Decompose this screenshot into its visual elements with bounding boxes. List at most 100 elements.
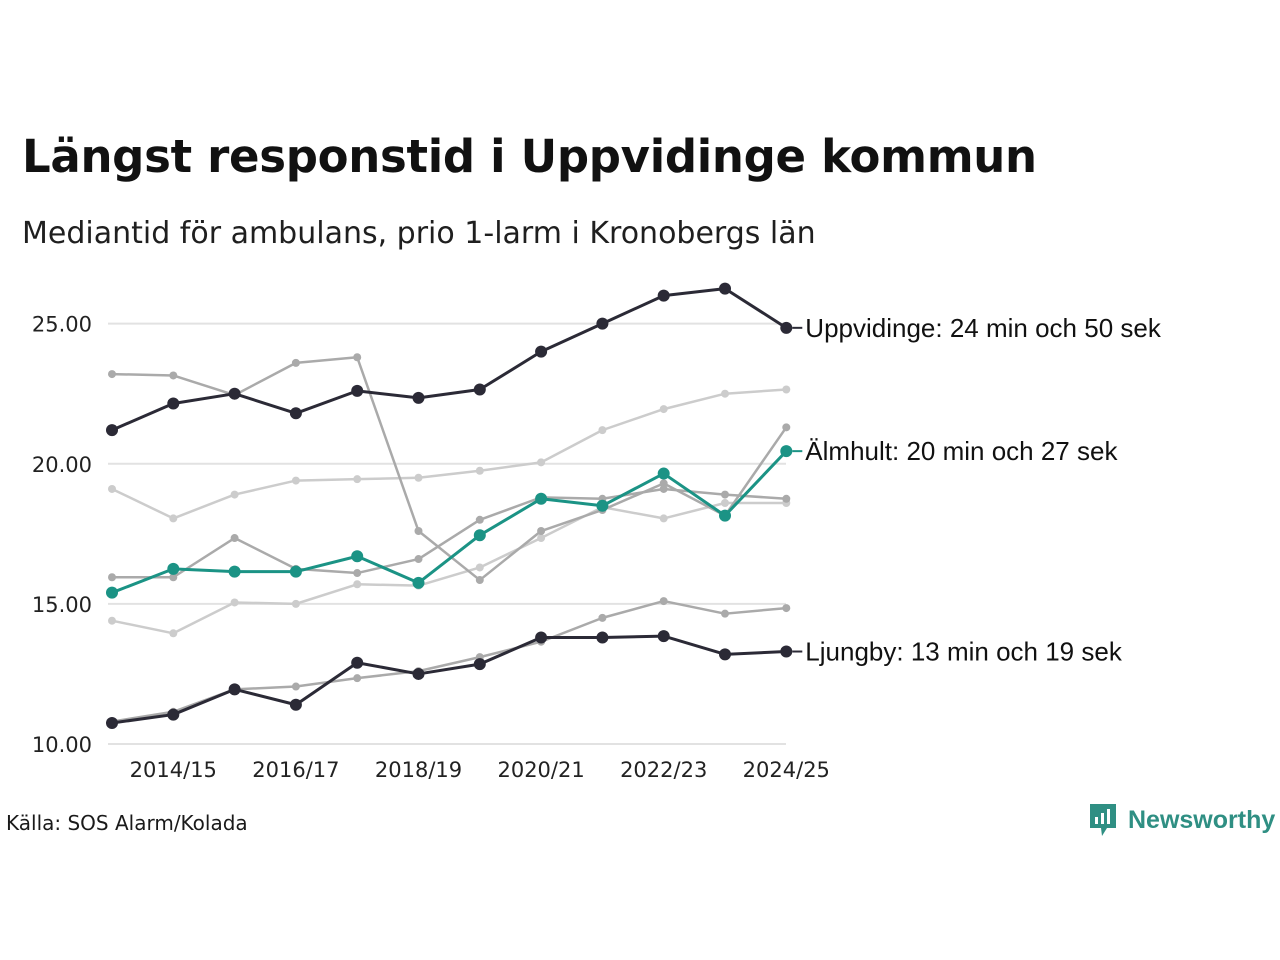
- series-alvesta: [108, 597, 791, 726]
- series-line: [111, 450, 788, 595]
- data-point: [537, 534, 546, 543]
- data-point: [657, 289, 670, 302]
- data-point: [475, 563, 484, 572]
- data-point: [659, 405, 668, 414]
- data-point: [782, 494, 791, 503]
- newsworthy-brand: Newsworthy: [1088, 802, 1275, 838]
- data-point: [169, 573, 178, 582]
- data-point: [473, 658, 486, 671]
- data-point: [719, 648, 731, 661]
- data-point: [596, 499, 609, 512]
- data-point: [106, 424, 118, 437]
- data-point: [228, 387, 241, 400]
- data-point: [169, 371, 178, 380]
- data-point: [230, 490, 239, 499]
- data-point: [721, 490, 729, 499]
- data-point: [719, 509, 731, 522]
- data-point: [353, 353, 362, 362]
- data-point: [598, 613, 607, 622]
- data-point: [473, 383, 486, 396]
- data-point: [475, 576, 484, 585]
- x-tick-label: 2024/25: [743, 758, 830, 782]
- series-uppvidinge: [106, 282, 793, 437]
- data-point: [230, 534, 239, 543]
- data-point: [351, 384, 364, 397]
- x-tick-label: 2016/17: [252, 758, 339, 782]
- data-point: [596, 631, 609, 644]
- series-line: [111, 501, 787, 635]
- data-point: [289, 698, 302, 711]
- data-point: [657, 467, 670, 480]
- data-point: [780, 321, 793, 334]
- y-tick-label: 15.00: [32, 593, 92, 617]
- data-point: [108, 370, 116, 379]
- data-point: [351, 656, 364, 669]
- newsworthy-logo-icon: [1090, 804, 1116, 836]
- data-point: [721, 389, 729, 398]
- data-point: [473, 529, 486, 542]
- series-label: Ljungby: 13 min och 19 sek: [805, 637, 1123, 667]
- data-point: [412, 576, 425, 589]
- data-point: [353, 580, 362, 589]
- chart-subtitle: Mediantid för ambulans, prio 1-larm i Kr…: [22, 216, 816, 251]
- data-point: [535, 492, 548, 505]
- data-point: [719, 282, 731, 295]
- series-line: [111, 287, 788, 432]
- data-point: [657, 630, 670, 643]
- data-point: [108, 573, 116, 582]
- series-vaxjo: [108, 498, 791, 638]
- y-tick-label: 10.00: [32, 733, 92, 757]
- data-point: [780, 445, 793, 458]
- data-point: [535, 345, 548, 358]
- data-point: [230, 598, 239, 607]
- data-point: [169, 514, 178, 523]
- x-tick-label: 2022/23: [620, 758, 707, 782]
- data-point: [782, 604, 791, 613]
- series-tingsryd: [108, 484, 791, 582]
- series-line: [111, 356, 788, 582]
- series-label: Älmhult: 20 min och 27 sek: [805, 436, 1118, 466]
- data-point: [167, 708, 180, 721]
- data-point: [659, 484, 668, 493]
- x-tick-label: 2014/15: [130, 758, 217, 782]
- series-markaryd: [108, 353, 791, 585]
- data-point: [596, 317, 609, 330]
- source-note: Källa: SOS Alarm/Kolada: [6, 811, 248, 835]
- data-point: [412, 667, 425, 680]
- data-point: [780, 645, 793, 658]
- data-point: [537, 527, 546, 536]
- series-line: [112, 487, 787, 579]
- data-point: [537, 458, 546, 467]
- data-point: [291, 358, 300, 367]
- series-label: Uppvidinge: 24 min och 50 sek: [805, 313, 1162, 343]
- data-point: [228, 683, 241, 696]
- data-point: [167, 397, 180, 410]
- data-point: [782, 423, 791, 432]
- series-line: [111, 388, 787, 520]
- data-point: [414, 527, 423, 536]
- data-point: [353, 475, 362, 484]
- x-tick-label: 2018/19: [375, 758, 462, 782]
- data-point: [782, 385, 791, 394]
- data-point: [659, 597, 668, 606]
- series-line: [111, 634, 787, 725]
- data-point: [289, 565, 302, 578]
- data-point: [289, 407, 302, 420]
- data-point: [721, 609, 729, 618]
- chart-title: Längst responstid i Uppvidinge kommun: [22, 130, 1037, 183]
- data-point: [659, 514, 668, 523]
- data-point: [228, 565, 241, 578]
- data-point: [414, 473, 423, 482]
- y-tick-label: 25.00: [32, 313, 92, 337]
- data-point: [721, 498, 729, 507]
- data-point: [351, 550, 364, 563]
- data-point: [353, 674, 362, 683]
- data-point: [414, 555, 423, 564]
- data-point: [598, 426, 607, 435]
- data-point: [291, 682, 300, 691]
- data-point: [353, 569, 362, 578]
- data-point: [106, 716, 118, 729]
- series-almhult: [106, 445, 793, 599]
- data-point: [106, 586, 118, 599]
